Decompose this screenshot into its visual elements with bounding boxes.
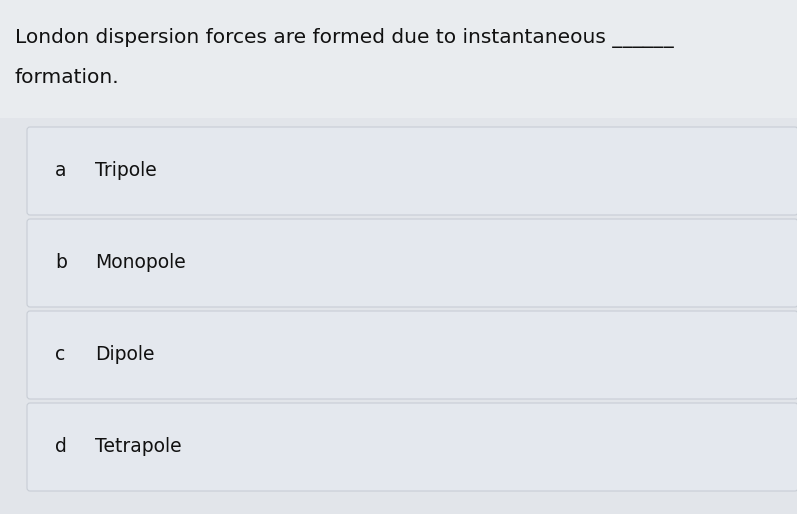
Text: Tetrapole: Tetrapole xyxy=(95,437,182,456)
FancyBboxPatch shape xyxy=(27,311,797,399)
FancyBboxPatch shape xyxy=(27,403,797,491)
Text: c: c xyxy=(55,345,65,364)
Text: Monopole: Monopole xyxy=(95,253,186,272)
Text: formation.: formation. xyxy=(15,68,120,87)
Text: London dispersion forces are formed due to instantaneous ______: London dispersion forces are formed due … xyxy=(15,28,673,48)
Text: Dipole: Dipole xyxy=(95,345,155,364)
Text: a: a xyxy=(55,161,66,180)
Text: Tripole: Tripole xyxy=(95,161,157,180)
Bar xyxy=(0,0,797,118)
Text: b: b xyxy=(55,253,67,272)
FancyBboxPatch shape xyxy=(27,219,797,307)
FancyBboxPatch shape xyxy=(27,127,797,215)
Text: d: d xyxy=(55,437,67,456)
